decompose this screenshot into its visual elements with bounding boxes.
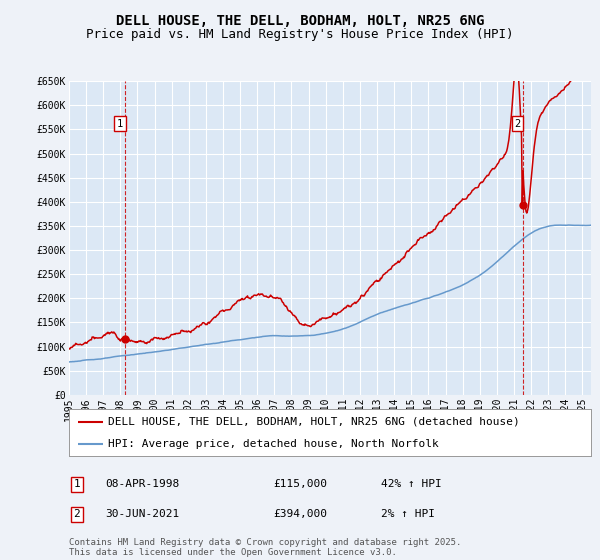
- Text: 1: 1: [73, 479, 80, 489]
- Text: 1: 1: [117, 119, 123, 129]
- Text: £115,000: £115,000: [273, 479, 327, 489]
- Text: 42% ↑ HPI: 42% ↑ HPI: [381, 479, 442, 489]
- Text: DELL HOUSE, THE DELL, BODHAM, HOLT, NR25 6NG: DELL HOUSE, THE DELL, BODHAM, HOLT, NR25…: [116, 14, 484, 28]
- Text: 2: 2: [73, 509, 80, 519]
- Text: £394,000: £394,000: [273, 509, 327, 519]
- Text: 2: 2: [514, 119, 521, 129]
- Text: 08-APR-1998: 08-APR-1998: [105, 479, 179, 489]
- Text: Price paid vs. HM Land Registry's House Price Index (HPI): Price paid vs. HM Land Registry's House …: [86, 28, 514, 41]
- Text: HPI: Average price, detached house, North Norfolk: HPI: Average price, detached house, Nort…: [108, 438, 439, 449]
- Text: DELL HOUSE, THE DELL, BODHAM, HOLT, NR25 6NG (detached house): DELL HOUSE, THE DELL, BODHAM, HOLT, NR25…: [108, 417, 520, 427]
- Text: 30-JUN-2021: 30-JUN-2021: [105, 509, 179, 519]
- Text: Contains HM Land Registry data © Crown copyright and database right 2025.
This d: Contains HM Land Registry data © Crown c…: [69, 538, 461, 557]
- Text: 2% ↑ HPI: 2% ↑ HPI: [381, 509, 435, 519]
